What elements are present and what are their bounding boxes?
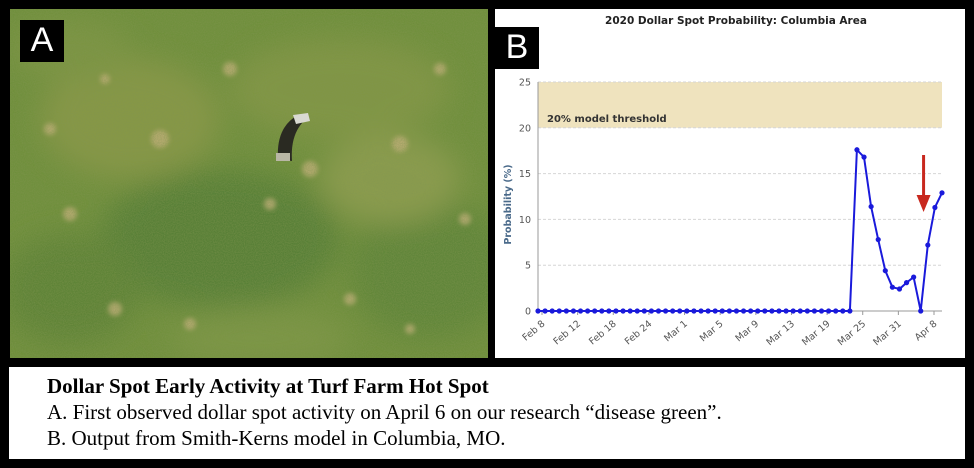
- data-point: [613, 308, 619, 314]
- data-point: [925, 242, 931, 248]
- x-tick-label: Mar 25: [836, 319, 868, 349]
- data-point: [854, 147, 860, 153]
- x-tick-label: Mar 5: [698, 319, 726, 345]
- data-point: [542, 308, 548, 314]
- y-tick-label: 10: [519, 215, 531, 226]
- x-tick-label: Feb 18: [587, 319, 619, 348]
- y-tick-label: 25: [519, 78, 531, 89]
- data-point: [804, 308, 810, 314]
- data-point: [733, 308, 740, 314]
- x-tick-label: Mar 9: [733, 319, 761, 345]
- data-point: [783, 308, 789, 314]
- data-point: [691, 308, 697, 314]
- data-point: [577, 308, 584, 314]
- chart-canvas: 2020 Dollar Spot Probability: Columbia A…: [503, 15, 945, 349]
- caption-line-b: B. Output from Smith-Kerns model in Colu…: [47, 426, 506, 450]
- data-point: [719, 308, 725, 314]
- data-point: [797, 308, 803, 314]
- data-point: [585, 308, 591, 314]
- data-point: [762, 308, 768, 314]
- probability-series: [535, 147, 945, 314]
- data-point: [755, 308, 761, 314]
- data-point: [769, 308, 775, 314]
- data-point: [903, 280, 910, 286]
- threshold-band-label: 20% model threshold: [547, 114, 667, 125]
- data-point: [535, 308, 541, 314]
- data-point: [634, 308, 640, 314]
- data-point: [648, 308, 655, 314]
- data-point: [641, 308, 647, 314]
- data-point: [790, 308, 796, 314]
- data-point: [606, 308, 612, 314]
- data-point: [549, 308, 555, 314]
- x-tick-label: Feb 8: [521, 319, 548, 344]
- data-point: [677, 308, 683, 314]
- y-tick-label: 5: [525, 261, 531, 272]
- annotation-arrow: [916, 155, 931, 212]
- chart-title: 2020 Dollar Spot Probability: Columbia A…: [605, 15, 867, 27]
- data-point: [748, 308, 754, 314]
- x-tick-label: Mar 31: [871, 319, 903, 349]
- arrow-head: [916, 195, 931, 212]
- x-axis: Feb 8 Feb 12 Feb 18 Feb 24 Mar 1 Mar 5 Mar 9 Ma…: [521, 310, 942, 349]
- data-point: [896, 286, 903, 292]
- panel-label-a: A: [20, 20, 64, 62]
- data-point: [825, 308, 832, 314]
- data-point: [726, 308, 732, 314]
- panel-label-b: B: [495, 27, 539, 69]
- figure-caption: Dollar Spot Early Activity at Turf Farm …: [9, 367, 965, 459]
- data-point: [776, 308, 782, 314]
- data-point: [840, 308, 846, 314]
- data-point: [875, 236, 881, 243]
- data-point: [563, 308, 569, 314]
- turf-photo: A: [10, 9, 488, 358]
- threshold-band: [538, 82, 942, 128]
- data-point: [932, 204, 938, 211]
- data-point: [627, 308, 633, 314]
- data-point: [740, 308, 747, 314]
- x-tick-label: Apr 8: [913, 319, 940, 344]
- y-tick-label: 0: [525, 307, 531, 318]
- data-point: [868, 203, 874, 210]
- data-point: [861, 154, 867, 160]
- series-line: [538, 147, 943, 312]
- x-tick-label: Mar 1: [662, 319, 690, 345]
- x-tick-label: Feb 24: [623, 319, 655, 348]
- data-point: [670, 308, 676, 314]
- x-tick-label: Mar 19: [800, 319, 832, 349]
- data-point: [911, 274, 917, 280]
- x-tick-label: Feb 12: [552, 319, 584, 348]
- data-point: [811, 308, 818, 314]
- data-point: [655, 308, 662, 314]
- data-point: [939, 190, 945, 196]
- data-point: [705, 308, 711, 314]
- data-point: [556, 308, 562, 314]
- data-point: [818, 308, 825, 314]
- y-axis-label: Probability (%): [503, 164, 514, 244]
- y-tick-label: 15: [519, 169, 531, 180]
- data-point: [882, 268, 888, 274]
- data-point: [620, 308, 626, 314]
- turf-photo-image: [10, 9, 488, 358]
- y-axis: 0 5 10 15 20 25: [519, 78, 539, 318]
- sensor-object: [276, 113, 310, 161]
- data-point: [833, 308, 839, 314]
- data-point: [847, 308, 853, 314]
- data-point: [698, 308, 704, 314]
- x-tick-label: Mar 13: [765, 319, 797, 349]
- data-point: [712, 308, 718, 314]
- data-point: [662, 308, 669, 314]
- data-point: [684, 308, 690, 314]
- caption-line-a: A. First observed dollar spot activity o…: [47, 400, 722, 424]
- data-point: [599, 308, 605, 314]
- caption-title: Dollar Spot Early Activity at Turf Farm …: [47, 374, 489, 398]
- data-point: [570, 308, 577, 314]
- data-point: [918, 308, 924, 314]
- data-point: [889, 284, 895, 290]
- y-tick-label: 20: [519, 123, 531, 134]
- data-point: [592, 308, 598, 314]
- probability-chart: 2020 Dollar Spot Probability: Columbia A…: [495, 9, 965, 358]
